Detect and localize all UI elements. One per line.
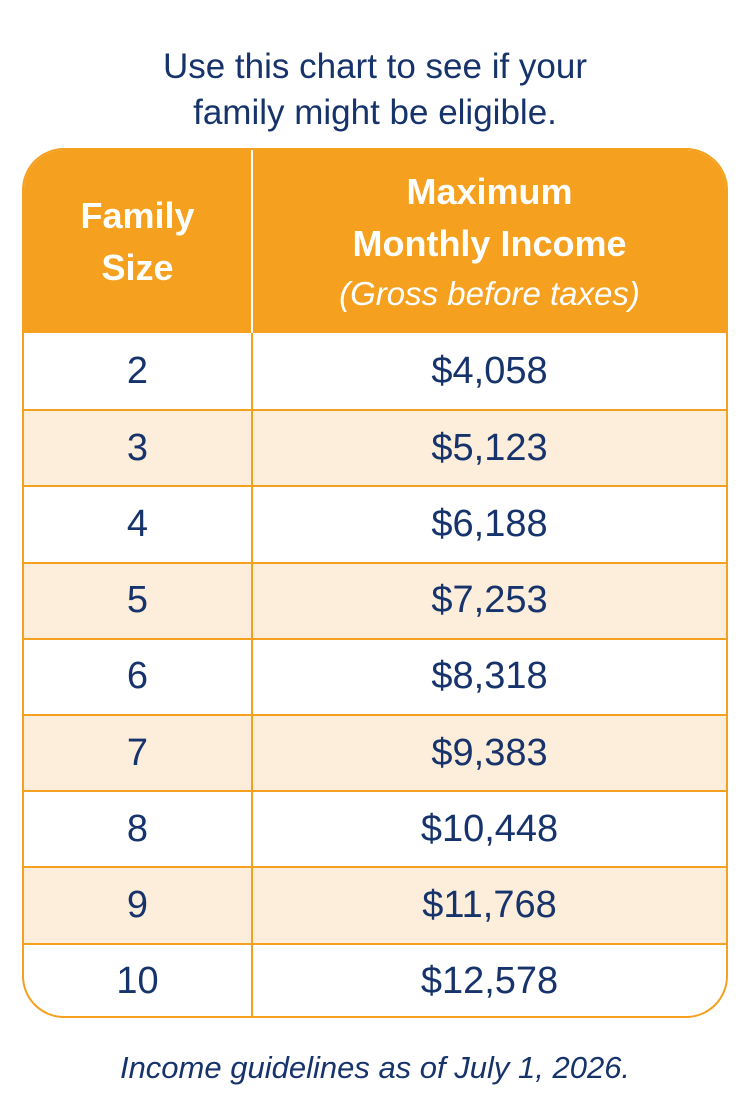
column-divider: [251, 563, 253, 638]
family-size-cell: 9: [126, 883, 149, 926]
family-size-cell: 7: [126, 731, 149, 774]
table-row: 4 $6,188: [24, 485, 726, 562]
header-income-line-1: Maximum: [406, 170, 573, 212]
income-cell: $11,768: [422, 883, 557, 926]
header-income-note: (Gross before taxes): [339, 274, 640, 312]
column-divider: [251, 792, 253, 867]
intro-line-2: family might be eligible.: [193, 93, 557, 132]
column-divider: [251, 333, 253, 410]
table-row: 10 $12,578: [24, 942, 726, 1016]
income-cell: $6,188: [431, 502, 548, 545]
header-family-size-line-2: Size: [101, 246, 174, 288]
income-cell: $4,058: [431, 349, 548, 392]
intro-text: Use this chart to see if your family mig…: [0, 44, 750, 136]
family-size-cell: 10: [116, 960, 159, 1003]
table-row: 3 $5,123: [24, 409, 726, 486]
family-size-cell: 2: [126, 349, 149, 392]
income-cell: $8,318: [431, 655, 548, 698]
table-row: 6 $8,318: [24, 637, 726, 714]
table-row: 9 $11,768: [24, 866, 726, 943]
header-family-size: Family Size: [24, 150, 251, 333]
table-row: 2 $4,058: [24, 333, 726, 410]
table-row: 7 $9,383: [24, 713, 726, 791]
column-divider: [251, 715, 253, 791]
family-size-cell: 8: [126, 807, 149, 850]
footnote: Income guidelines as of July 1, 2026.: [119, 1050, 631, 1085]
income-table: Family Size Maximum Monthly Income (Gros…: [22, 148, 728, 1018]
family-size-cell: 5: [126, 579, 149, 622]
income-cell: $5,123: [431, 426, 548, 469]
income-cell: $10,448: [420, 807, 559, 850]
header-family-size-line-1: Family: [80, 194, 195, 236]
column-divider: [251, 639, 253, 714]
intro-line-1: Use this chart to see if your: [162, 47, 588, 86]
header-income-line-2: Monthly Income: [352, 222, 627, 264]
table-header: Family Size Maximum Monthly Income (Gros…: [24, 150, 726, 333]
column-divider: [251, 487, 253, 562]
family-size-cell: 6: [126, 655, 149, 698]
header-divider: [251, 150, 253, 333]
income-cell: $12,578: [420, 960, 559, 1003]
column-divider: [251, 868, 253, 943]
income-cell: $9,383: [431, 731, 548, 774]
family-size-cell: 4: [126, 502, 149, 545]
table-body: 2 $4,058 3 $5,123 4 $6,188 5 $7,253 6 $8…: [24, 333, 726, 1016]
family-size-cell: 3: [126, 426, 149, 469]
column-divider: [251, 944, 253, 1016]
table-row: 8 $10,448: [24, 790, 726, 867]
header-max-income: Maximum Monthly Income (Gross before tax…: [253, 150, 726, 333]
table-row: 5 $7,253: [24, 561, 726, 638]
column-divider: [251, 411, 253, 486]
income-cell: $7,253: [431, 579, 548, 622]
